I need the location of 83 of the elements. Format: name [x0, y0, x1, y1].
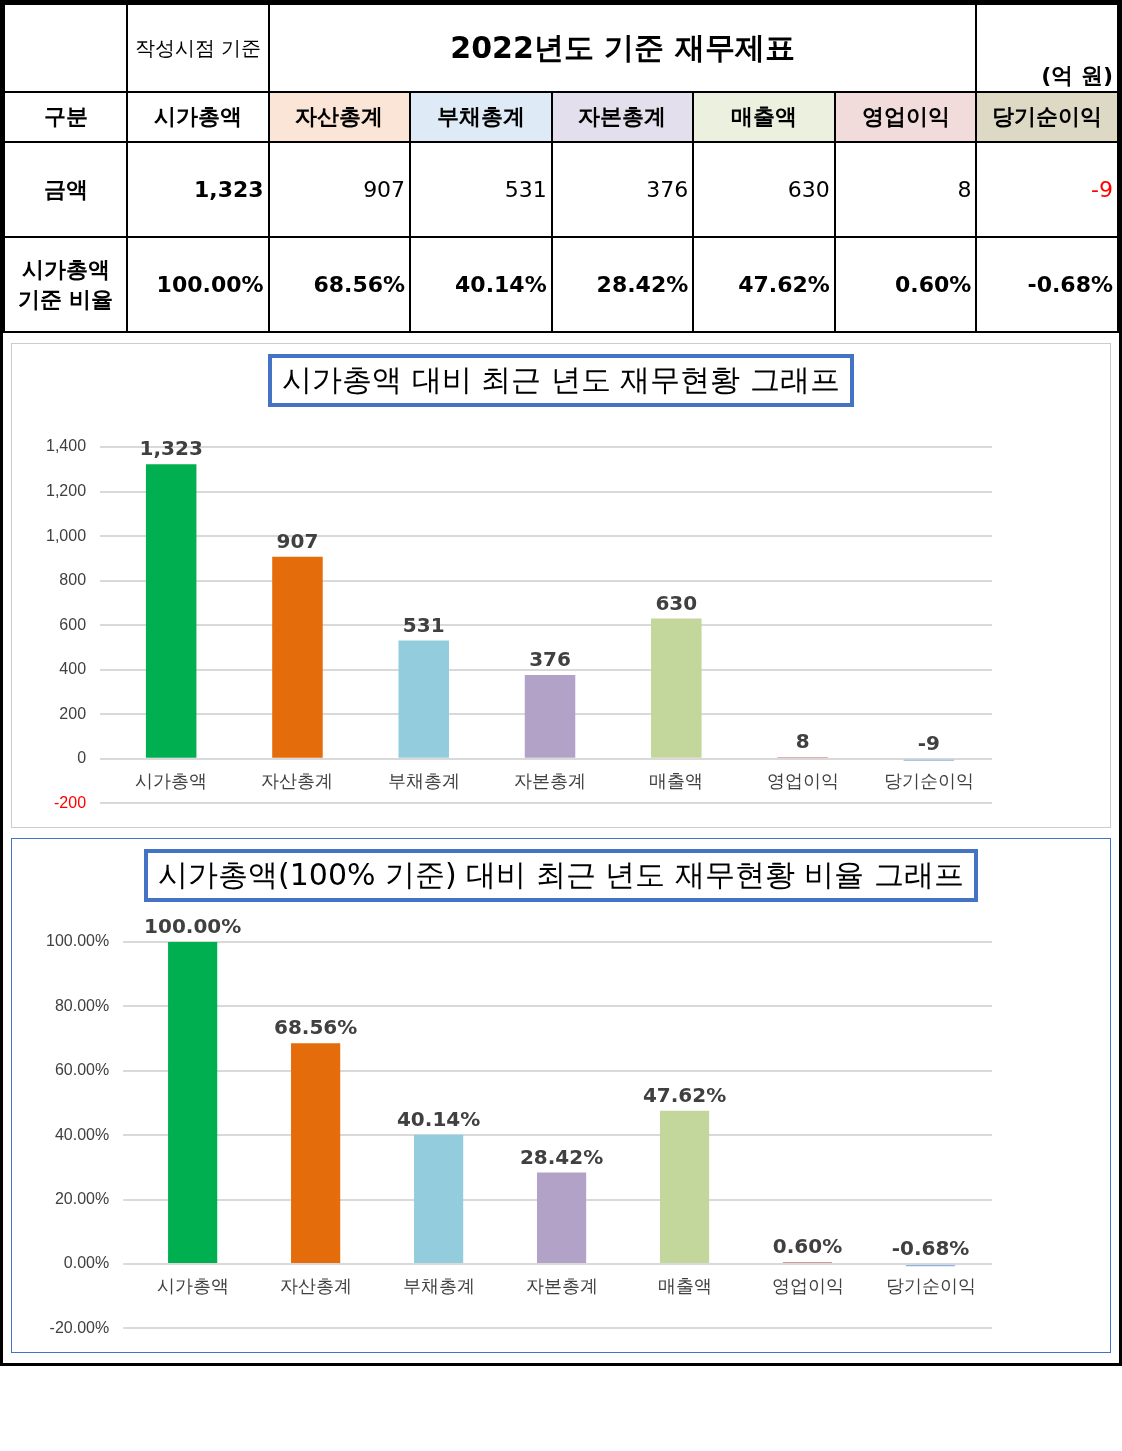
x-tick-label: 영업이익: [766, 770, 839, 791]
y-tick-label: 800: [59, 571, 87, 589]
data-label: 1,323: [127, 142, 269, 237]
text: (억 원): [976, 4, 1118, 92]
x-tick-label: 시가총액: [156, 1275, 229, 1296]
data-label: 630: [693, 142, 835, 237]
data-label: 68.56%: [268, 237, 411, 332]
text: 금액: [4, 142, 127, 237]
data-label: 47.62%: [693, 237, 835, 332]
bar: [291, 1043, 341, 1263]
x-tick-label: 매출액: [649, 770, 704, 791]
data-label: -9: [976, 142, 1118, 237]
y-tick-label: 200: [59, 704, 87, 722]
data-label: 28.42%: [551, 237, 694, 332]
x-tick-label: 자산총계: [279, 1275, 352, 1296]
data-label: 40.14%: [396, 1106, 481, 1131]
data-label: 47.62%: [642, 1082, 727, 1107]
y-tick-label: 80.00%: [54, 996, 110, 1014]
x-tick-label: 매출액: [657, 1275, 712, 1296]
data-label: -9: [917, 731, 940, 756]
chart-title: 시가총액 대비 최근 년도 재무현황 그래프: [268, 354, 854, 407]
x-tick-label: 당기순이익: [885, 1275, 976, 1296]
data-label: 531: [410, 142, 552, 237]
y-tick-label: 400: [59, 660, 87, 678]
x-tick-label: 부채총계: [402, 1275, 475, 1296]
bar: [168, 942, 218, 1263]
data-label: 531: [402, 612, 445, 637]
data-label: 8: [795, 729, 810, 754]
data-label: 28.42%: [519, 1144, 604, 1169]
y-tick-label: -200: [54, 793, 87, 811]
y-tick-label: 1,000: [45, 526, 87, 544]
y-tick-label: -20.00%: [49, 1318, 110, 1336]
bar: [659, 1110, 710, 1263]
y-tick-label: 100.00%: [45, 932, 110, 950]
x-tick-label: 자본총계: [514, 770, 587, 791]
data-label: 68.56%: [273, 1015, 358, 1040]
data-label: 100.00%: [127, 237, 269, 332]
y-tick-label: 20.00%: [54, 1190, 110, 1208]
x-tick-label: 자본총계: [525, 1275, 598, 1296]
chart-title: 시가총액(100% 기준) 대비 최근 년도 재무현황 비율 그래프: [144, 849, 978, 902]
bar: [524, 675, 576, 758]
data-label: -0.68%: [891, 1236, 970, 1261]
data-label: -0.68%: [976, 237, 1118, 332]
y-tick-label: 60.00%: [54, 1061, 110, 1079]
x-tick-label: 영업이익: [771, 1275, 844, 1296]
x-tick-label: 부채총계: [387, 770, 460, 791]
data-label: 100.00%: [144, 914, 242, 939]
bar: [272, 556, 323, 758]
data-label: 0.60%: [834, 237, 977, 332]
text: 구분: [4, 92, 127, 142]
data-label: 907: [268, 142, 411, 237]
category-label: 당기순이익: [976, 92, 1118, 142]
y-tick-label: 1,200: [45, 481, 87, 499]
data-label: 40.14%: [410, 237, 552, 332]
category-label: 부채총계: [410, 92, 552, 142]
y-tick-label: 0.00%: [63, 1254, 110, 1272]
data-label: 630: [655, 590, 698, 615]
bar: [398, 640, 449, 758]
text: 작성시점 기준: [127, 4, 269, 92]
x-tick-label: 자산총계: [261, 770, 334, 791]
y-tick-label: 40.00%: [54, 1125, 110, 1143]
x-tick-label: 당기순이익: [883, 770, 974, 791]
bar: [651, 618, 702, 758]
text: 시가총액 기준 비율: [4, 237, 127, 332]
y-tick-label: 600: [59, 615, 87, 633]
category-label: 시가총액: [127, 92, 269, 142]
bar: [536, 1172, 587, 1263]
category-label: 자산총계: [268, 92, 411, 142]
text: 2022년도 기준 재무제표: [268, 4, 977, 92]
data-label: 1,323: [139, 436, 203, 461]
x-tick-label: 시가총액: [135, 770, 208, 791]
category-label: 영업이익: [834, 92, 977, 142]
bar: [414, 1134, 464, 1263]
data-label: 376: [529, 647, 571, 672]
category-label: 자본총계: [551, 92, 694, 142]
y-tick-label: 0: [77, 749, 87, 767]
data-label: 376: [551, 142, 694, 237]
data-label: 0.60%: [772, 1234, 843, 1259]
y-tick-label: 1,400: [45, 437, 87, 455]
data-label: 907: [276, 529, 319, 554]
category-label: 매출액: [693, 92, 835, 142]
bar: [145, 464, 197, 758]
data-label: 8: [834, 142, 977, 237]
